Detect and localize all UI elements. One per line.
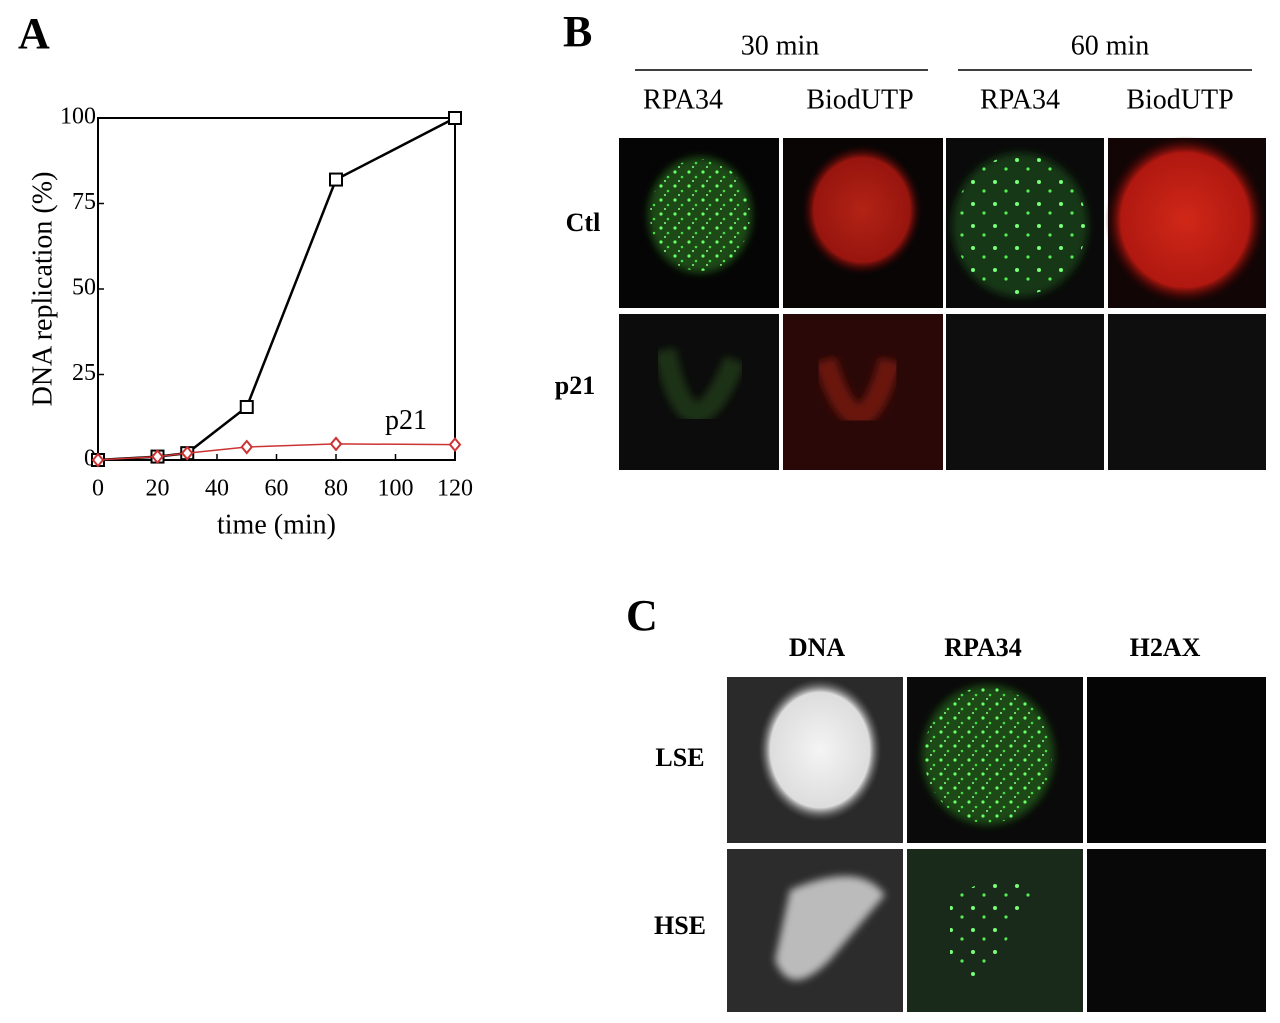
series-label: p21 [385,405,427,436]
micrograph [783,314,943,470]
marker [329,172,343,187]
micrograph [1108,314,1266,470]
panel-letter: A [18,9,50,58]
marker [239,399,254,414]
x-tick-label: 120 [437,476,473,502]
y-tick-label: 50 [72,275,96,301]
column-label: RPA34 [944,633,1022,662]
marker [91,452,105,468]
x-axis-title: time (min) [217,509,336,540]
y-tick-label: 25 [72,360,96,386]
group-label: 60 min [1071,30,1150,61]
cell [814,356,901,426]
row-label: HSE [654,911,706,940]
x-tick-label: 20 [146,476,170,502]
cell [758,678,882,822]
micrograph [1087,849,1266,1012]
marker [240,439,254,455]
group-label: 30 min [741,30,820,61]
marker [448,111,462,125]
marker [151,449,164,465]
marker [448,437,462,453]
column-label: BiodUTP [806,84,913,115]
cell-foci [954,155,1086,295]
micrograph [619,314,779,470]
cell [775,876,885,980]
column-label: RPA34 [980,84,1060,115]
micrograph [1087,677,1266,843]
cell [1105,136,1265,304]
cell-foci [950,877,1040,978]
column-label: BiodUTP [1126,84,1233,115]
column-label: H2AX [1130,633,1201,662]
y-tick-label: 75 [72,189,96,215]
y-axis-title: DNA replication (%) [27,172,58,407]
row-label: LSE [655,743,704,772]
column-label: DNA [789,633,846,662]
series-line [97,443,456,461]
x-tick-label: 100 [378,476,414,502]
x-tick-label: 40 [205,476,229,502]
cell [802,145,922,275]
micrograph [946,314,1104,470]
column-label: RPA34 [643,84,723,115]
y-tick-label: 100 [60,104,96,130]
panel-letter: C [626,591,658,640]
cell-foci [650,159,750,271]
marker [180,445,194,461]
row-label: Ctl [566,208,601,237]
x-tick-label: 0 [92,476,104,502]
panel-letter: B [563,7,592,56]
cell-foci [924,687,1052,823]
micrograph-grid [727,677,1266,1012]
x-tick-label: 80 [324,476,348,502]
marker [329,436,343,452]
x-tick-label: 60 [265,476,289,502]
cell [654,347,746,424]
micrograph-grid [619,136,1266,470]
row-label: p21 [555,371,595,400]
